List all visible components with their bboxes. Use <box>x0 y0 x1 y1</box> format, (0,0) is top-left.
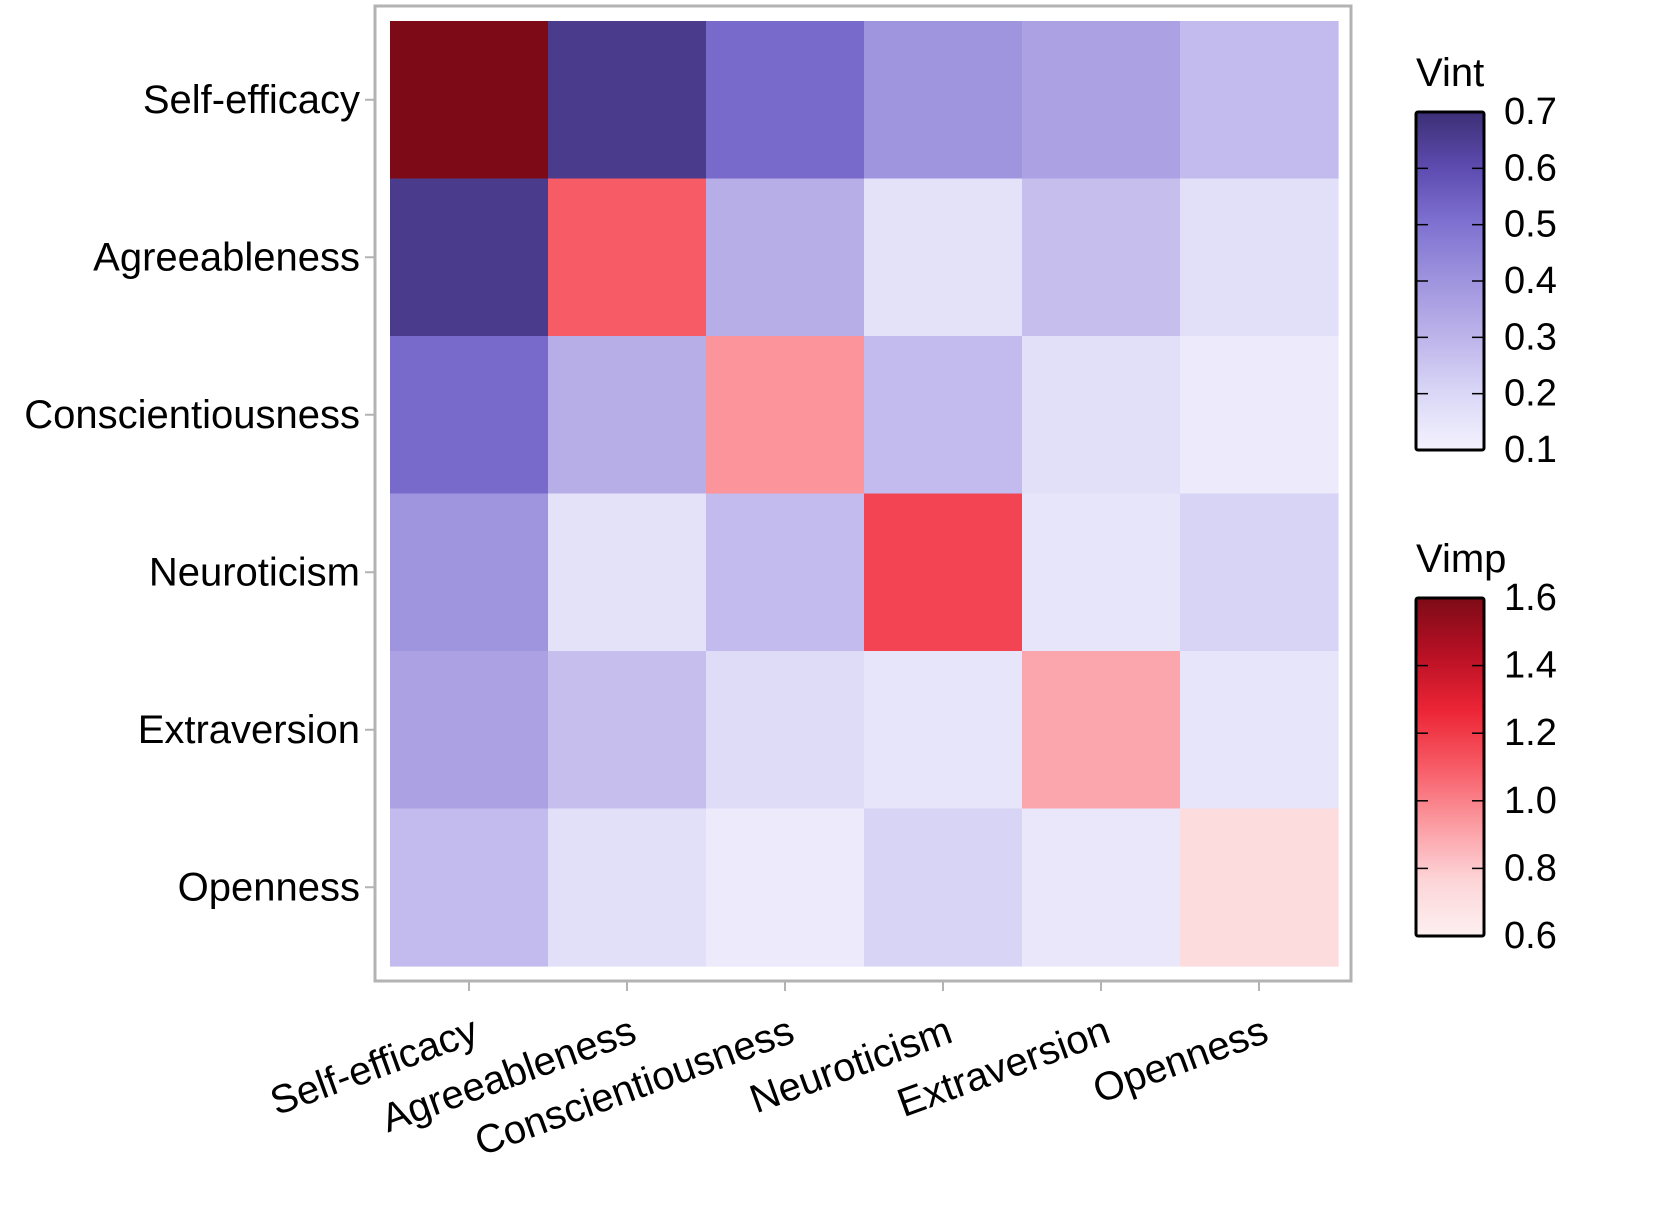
heatmap-cell-agreeableness-conscientiousness <box>706 178 865 337</box>
heatmap-cell-neuroticism-extraversion <box>1022 493 1181 652</box>
legend-tick-label-vint-0-1: 0.1 <box>1504 429 1557 471</box>
heatmap-cell-self-efficacy-agreeableness <box>548 21 707 180</box>
heatmap-cell-conscientiousness-agreeableness <box>548 336 707 495</box>
legend-tick-label-vint-0-2: 0.2 <box>1504 373 1557 415</box>
legend-tick-label-vimp-1-0: 1.0 <box>1504 780 1557 822</box>
heatmap-cell-openness-openness <box>1180 808 1339 967</box>
y-axis: Self-efficacy Agreeableness Conscientiousn… <box>24 78 375 909</box>
legend-vint: Vint 0.7 0.6 0.5 0.4 0.3 0.2 0.1 <box>1414 51 1557 471</box>
heatmap-cell-agreeableness-agreeableness <box>548 178 707 337</box>
heatmap-cell-conscientiousness-openness <box>1180 336 1339 495</box>
legend-tick-label-vimp-1-4: 1.4 <box>1504 645 1557 687</box>
heatmap-cell-neuroticism-self-efficacy <box>390 493 549 652</box>
legend-title-vimp: Vimp <box>1416 537 1506 581</box>
legend-tick-label-vimp-0-6: 0.6 <box>1504 915 1557 957</box>
heatmap-cell-self-efficacy-self-efficacy <box>390 21 549 180</box>
y-tick-label-conscientiousness: Conscientiousness <box>24 393 360 437</box>
heatmap-cell-agreeableness-openness <box>1180 178 1339 337</box>
heatmap-cell-openness-neuroticism <box>864 808 1023 967</box>
x-axis: Self-efficacyAgreeablenessConscientiousn… <box>265 981 1274 1165</box>
heatmap-cell-extraversion-neuroticism <box>864 651 1023 810</box>
heatmap-cell-extraversion-conscientiousness <box>706 651 865 810</box>
legend-tick-label-vint-0-3: 0.3 <box>1504 316 1557 358</box>
heatmap-cells <box>390 21 1339 967</box>
legend-tick-label-vint-0-7: 0.7 <box>1504 91 1557 133</box>
legend-tick-label-vimp-0-8: 0.8 <box>1504 847 1557 889</box>
y-tick-label-self-efficacy: Self-efficacy <box>143 78 360 122</box>
heatmap-cell-self-efficacy-conscientiousness <box>706 21 865 180</box>
heatmap-cell-extraversion-agreeableness <box>548 651 707 810</box>
y-tick-label-extraversion: Extraversion <box>138 708 360 752</box>
heatmap-cell-openness-self-efficacy <box>390 808 549 967</box>
heatmap-cell-self-efficacy-extraversion <box>1022 21 1181 180</box>
heatmap-cell-neuroticism-neuroticism <box>864 493 1023 652</box>
legend-tick-label-vimp-1-6: 1.6 <box>1504 577 1557 619</box>
heatmap-cell-openness-agreeableness <box>548 808 707 967</box>
heatmap-cell-self-efficacy-openness <box>1180 21 1339 180</box>
heatmap-cell-neuroticism-agreeableness <box>548 493 707 652</box>
legend-tick-label-vint-0-5: 0.5 <box>1504 204 1557 246</box>
heatmap-cell-conscientiousness-self-efficacy <box>390 336 549 495</box>
y-tick-label-agreeableness: Agreeableness <box>93 235 360 279</box>
heatmap-cell-extraversion-self-efficacy <box>390 651 549 810</box>
y-tick-label-neuroticism: Neuroticism <box>149 550 360 594</box>
legend-tick-label-vint-0-6: 0.6 <box>1504 147 1557 189</box>
heatmap-cell-extraversion-extraversion <box>1022 651 1181 810</box>
heatmap-cell-conscientiousness-neuroticism <box>864 336 1023 495</box>
plot-panel-border <box>373 4 1353 983</box>
y-tick-label-openness: Openness <box>178 865 360 909</box>
heatmap-cell-neuroticism-conscientiousness <box>706 493 865 652</box>
heatmap-cell-openness-conscientiousness <box>706 808 865 967</box>
heatmap-cell-extraversion-openness <box>1180 651 1339 810</box>
colorbar-vimp <box>1414 596 1486 938</box>
legend-tick-label-vimp-1-2: 1.2 <box>1504 712 1557 754</box>
heatmap-cell-agreeableness-extraversion <box>1022 178 1181 337</box>
heatmap-cell-openness-extraversion <box>1022 808 1181 967</box>
legend-tick-label-vint-0-4: 0.4 <box>1504 260 1557 302</box>
heatmap-cell-agreeableness-self-efficacy <box>390 178 549 337</box>
legend-title-vint: Vint <box>1416 51 1484 95</box>
heatmap-cell-conscientiousness-conscientiousness <box>706 336 865 495</box>
heatmap-cell-self-efficacy-neuroticism <box>864 21 1023 180</box>
x-tick-label-openness: Openness <box>1087 1008 1273 1112</box>
heatmap-cell-conscientiousness-extraversion <box>1022 336 1181 495</box>
heatmap-cell-agreeableness-neuroticism <box>864 178 1023 337</box>
heatmap-cell-neuroticism-openness <box>1180 493 1339 652</box>
